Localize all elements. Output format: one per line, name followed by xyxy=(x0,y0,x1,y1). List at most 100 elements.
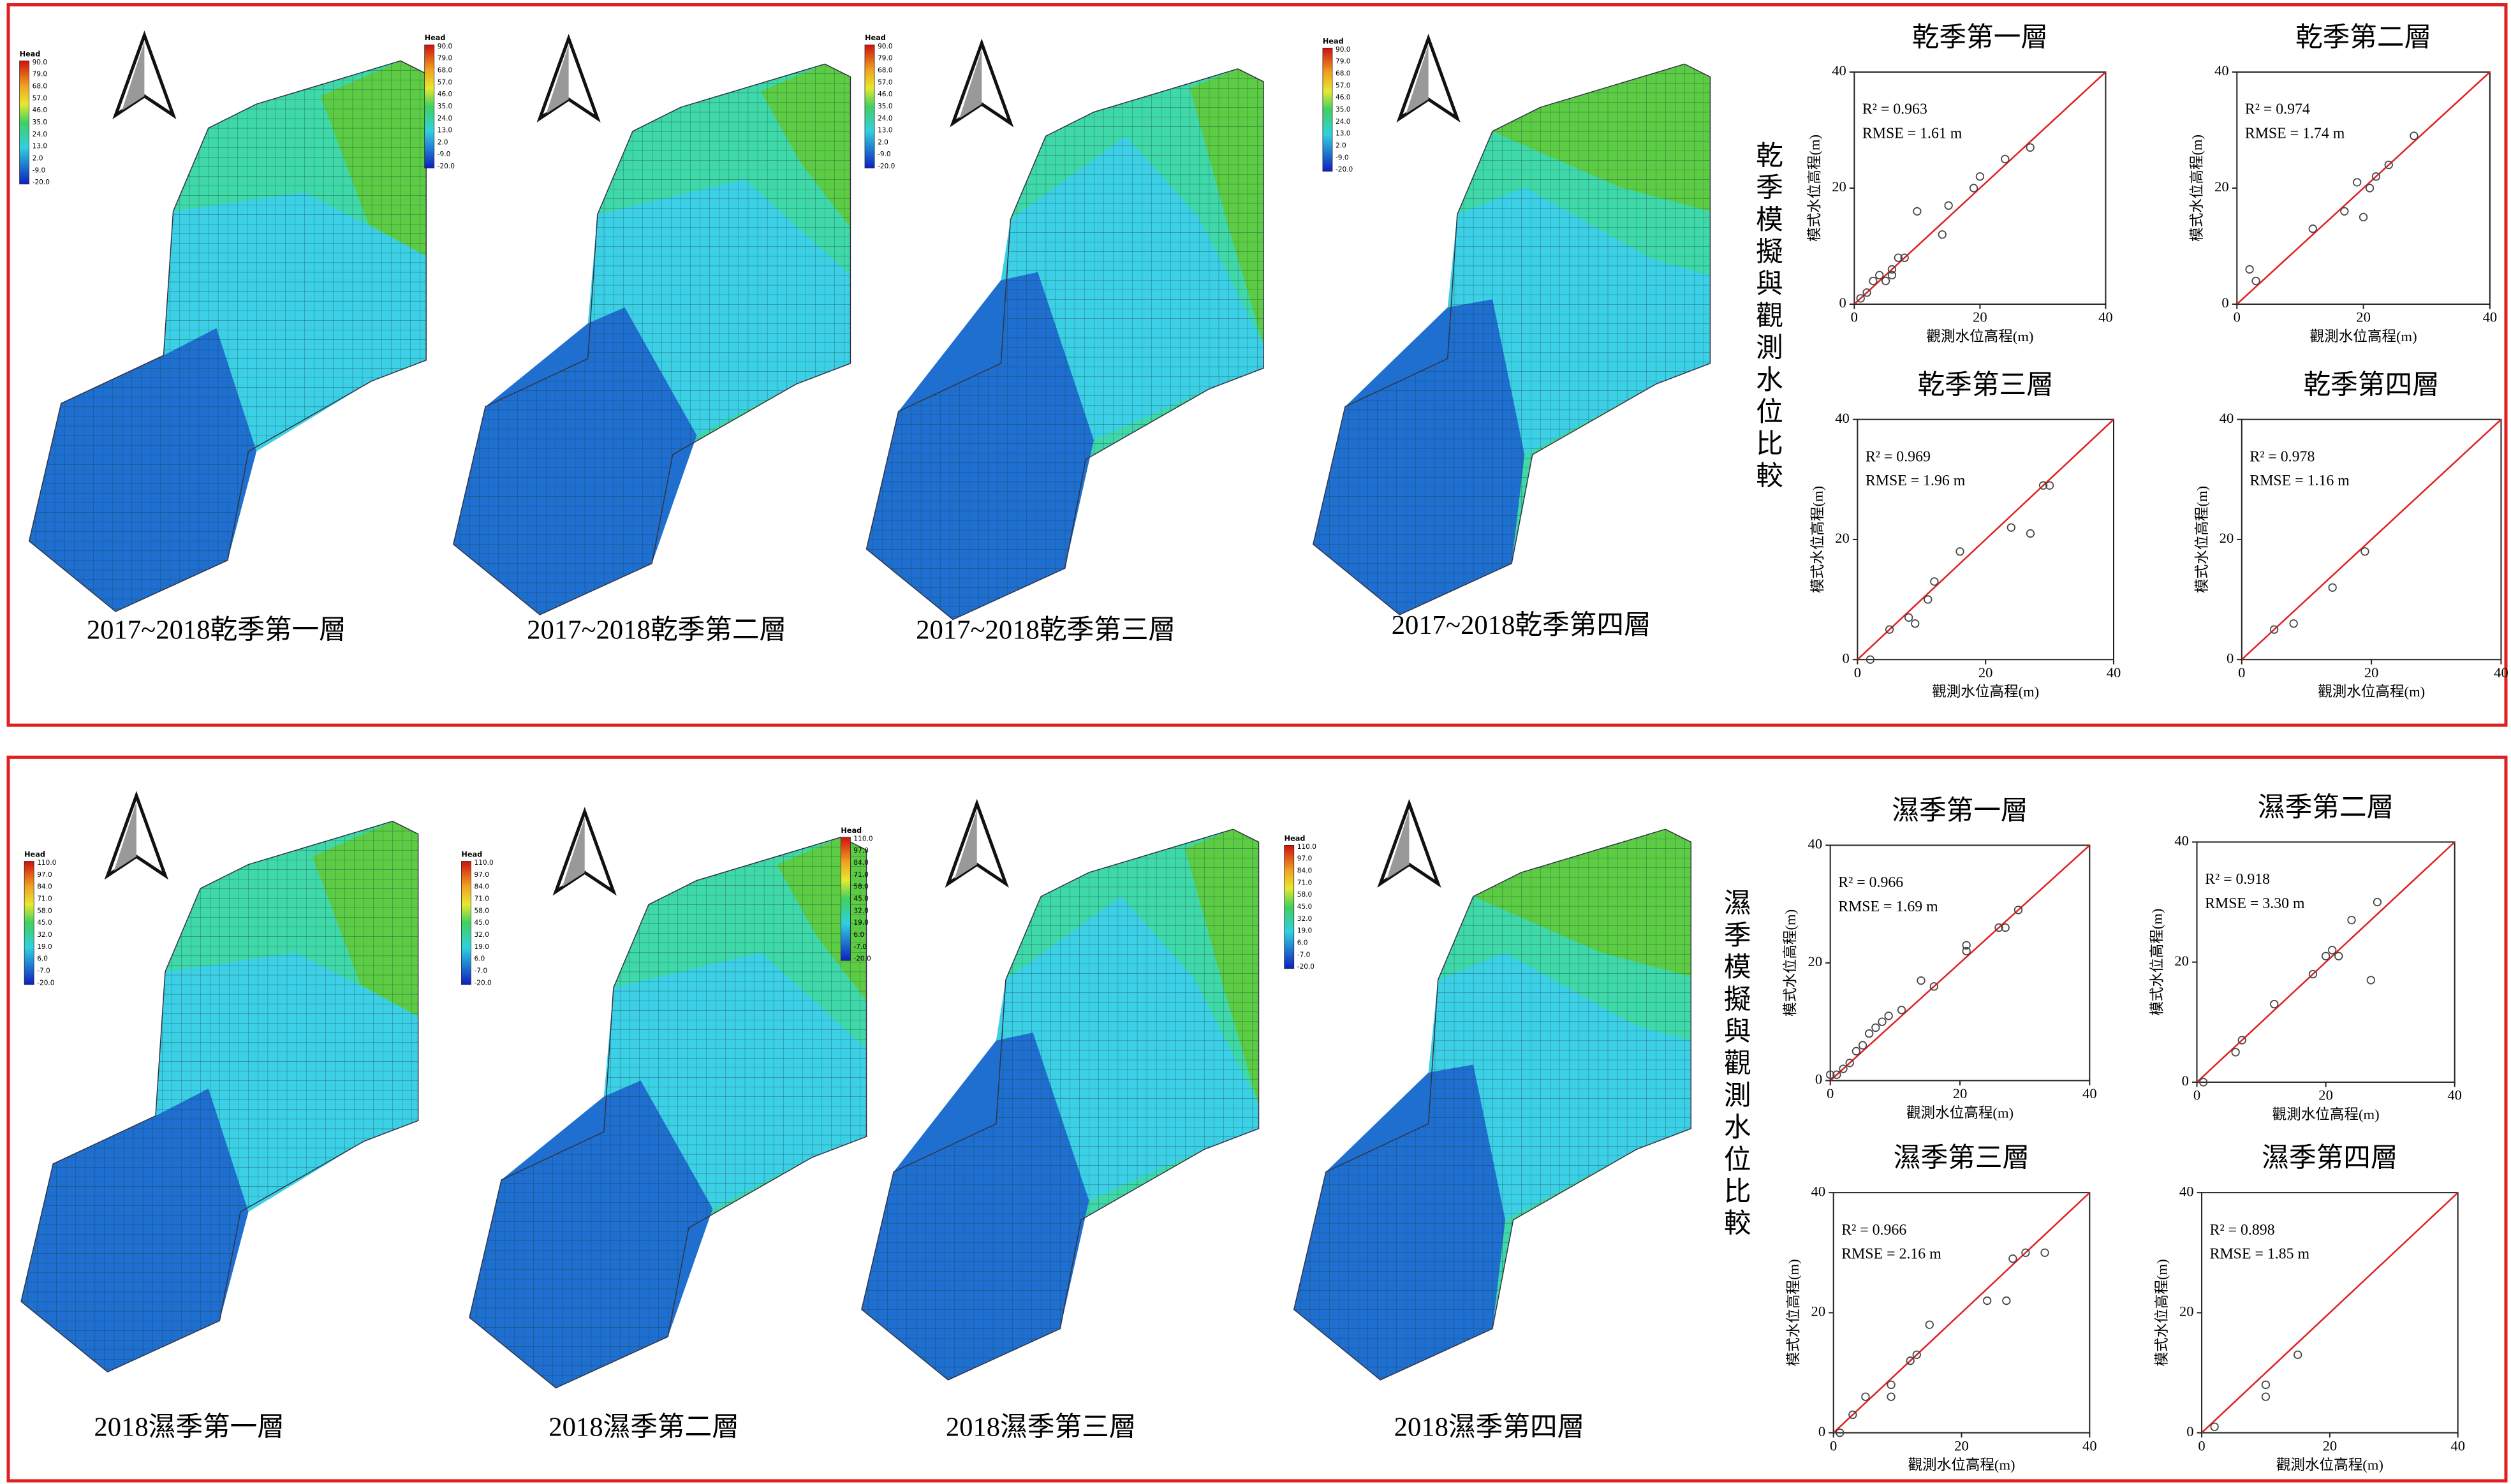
annotation: R² = 0.898 xyxy=(2210,1222,2275,1238)
legend-label: 71.0 xyxy=(1297,879,1312,886)
page: {"panels":[ {"label":"乾季模擬與觀測水位比較", "leg… xyxy=(0,0,2511,1484)
x-tick-label: 40 xyxy=(2447,1087,2462,1103)
legend-label: -20.0 xyxy=(1336,166,1353,173)
legend-label: 97.0 xyxy=(1297,855,1312,863)
annotation: R² = 0.969 xyxy=(1866,448,1931,465)
legend-label: -7.0 xyxy=(1297,951,1311,959)
y-tick-label: 20 xyxy=(2179,1304,2194,1319)
legend-label: 79.0 xyxy=(1336,58,1350,66)
legend-label: 6.0 xyxy=(37,955,48,963)
annotation: RMSE = 1.16 m xyxy=(2250,473,2350,489)
legend-label: 68.0 xyxy=(438,66,452,74)
legend-label: 24.0 xyxy=(1336,118,1350,126)
legend-label: 32.0 xyxy=(853,907,868,915)
grid-cells xyxy=(862,829,1259,1380)
contour-map: Head90.079.068.057.046.035.024.013.02.0-… xyxy=(20,35,427,612)
legend-label: 45.0 xyxy=(474,919,489,927)
y-tick-label: 40 xyxy=(1808,836,1823,852)
legend-bar xyxy=(461,862,471,985)
legend: Head90.079.068.057.046.035.024.013.02.0-… xyxy=(425,34,455,170)
x-tick-label: 20 xyxy=(1978,665,1993,680)
legend-label: -20.0 xyxy=(33,179,50,186)
annotation: RMSE = 3.30 m xyxy=(2205,895,2305,912)
legend-label: 90.0 xyxy=(1336,46,1350,54)
legend-label: 58.0 xyxy=(474,907,489,915)
legend-bar xyxy=(425,45,434,168)
legend-label: 110.0 xyxy=(853,835,873,842)
legend-label: 46.0 xyxy=(1336,94,1350,101)
annotation: RMSE = 1.61 m xyxy=(1862,125,1962,142)
legend-label: 68.0 xyxy=(878,66,892,74)
legend-label: 97.0 xyxy=(37,871,52,879)
legend-label: 58.0 xyxy=(853,883,868,891)
legend-label: 32.0 xyxy=(474,931,489,939)
legend-label: 57.0 xyxy=(878,78,892,86)
x-tick-label: 40 xyxy=(2450,1437,2465,1453)
x-axis-label: 觀測水位高程(m) xyxy=(2272,1106,2380,1122)
y-tick-label: 40 xyxy=(1832,62,1846,78)
x-tick-label: 0 xyxy=(2238,665,2245,680)
legend-label: 110.0 xyxy=(474,859,493,867)
grid-cells xyxy=(21,821,418,1372)
legend-label: -20.0 xyxy=(438,163,455,170)
legend-label: 79.0 xyxy=(33,71,47,78)
map-caption: 2018濕季第二層 xyxy=(549,1412,739,1442)
grid-cells xyxy=(469,837,867,1388)
panel-label: 濕季模擬與觀測水位比較 xyxy=(1720,888,1750,1240)
grid-cells xyxy=(867,69,1264,620)
legend-label: 71.0 xyxy=(37,895,52,903)
y-tick-label: 20 xyxy=(2220,530,2234,546)
chart-title: 乾季第三層 xyxy=(1918,370,2054,400)
legend-label: 58.0 xyxy=(37,907,52,915)
map-caption: 2018濕季第一層 xyxy=(94,1412,284,1442)
contour-map: Head110.097.084.071.058.045.032.019.06.0… xyxy=(461,812,866,1388)
legend-label: 24.0 xyxy=(438,115,452,122)
y-tick-label: 0 xyxy=(1839,295,1846,311)
y-tick-label: 0 xyxy=(1818,1423,1825,1439)
legend-title: Head xyxy=(24,850,45,858)
annotation: R² = 0.963 xyxy=(1862,101,1927,118)
legend-label: 71.0 xyxy=(853,871,868,879)
y-tick-label: 0 xyxy=(2227,650,2234,666)
x-tick-label: 40 xyxy=(2082,1437,2097,1453)
legend-label: 35.0 xyxy=(878,103,892,110)
legend-label: 90.0 xyxy=(438,43,452,50)
legend-label: 45.0 xyxy=(37,919,52,927)
legend-label: -9.0 xyxy=(878,151,891,158)
chart-title: 濕季第二層 xyxy=(2258,793,2394,823)
legend-title: Head xyxy=(1285,834,1306,842)
legend-label: 32.0 xyxy=(1297,915,1312,923)
x-tick-label: 20 xyxy=(1953,1085,1968,1101)
x-tick-label: 40 xyxy=(2494,665,2508,680)
legend-label: 2.0 xyxy=(1336,142,1346,149)
x-tick-label: 40 xyxy=(2082,1085,2097,1101)
y-tick-label: 20 xyxy=(1835,530,1850,546)
x-tick-label: 20 xyxy=(1973,309,1987,325)
legend-label: 2.0 xyxy=(878,138,888,146)
map-caption: 2017~2018乾季第二層 xyxy=(527,615,786,645)
legend-title: Head xyxy=(865,34,886,42)
legend-label: 6.0 xyxy=(1297,939,1308,947)
map-caption: 2018濕季第三層 xyxy=(946,1412,1137,1442)
legend-label: 79.0 xyxy=(438,55,452,62)
y-tick-label: 0 xyxy=(2182,1073,2189,1089)
legend-label: 68.0 xyxy=(33,83,47,91)
y-axis-label: 模式水位高程(m) xyxy=(1786,1259,1802,1366)
legend-title: Head xyxy=(20,50,41,58)
legend-label: 6.0 xyxy=(474,955,485,963)
y-tick-label: 20 xyxy=(1832,179,1846,195)
legend-label: -20.0 xyxy=(853,955,871,963)
annotation: R² = 0.978 xyxy=(2250,448,2315,465)
x-axis-label: 觀測水位高程(m) xyxy=(1926,328,2033,344)
north-arrow xyxy=(1399,38,1457,119)
contour-map: Head90.079.068.057.046.035.024.013.02.0-… xyxy=(1313,37,1711,615)
legend-label: 68.0 xyxy=(1336,70,1350,77)
annotation: RMSE = 1.85 m xyxy=(2210,1246,2310,1263)
contour-map: Head110.097.084.071.058.045.032.019.06.0… xyxy=(841,804,1258,1380)
y-axis-label: 模式水位高程(m) xyxy=(1806,135,1822,242)
legend-label: 84.0 xyxy=(474,883,489,891)
legend-label: 57.0 xyxy=(438,78,452,86)
legend-bar xyxy=(841,837,850,960)
legend-label: 13.0 xyxy=(1336,130,1350,138)
x-axis-label: 觀測水位高程(m) xyxy=(1906,1105,2014,1120)
